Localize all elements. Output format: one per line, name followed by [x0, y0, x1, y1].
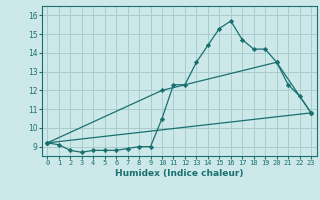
X-axis label: Humidex (Indice chaleur): Humidex (Indice chaleur): [115, 169, 244, 178]
